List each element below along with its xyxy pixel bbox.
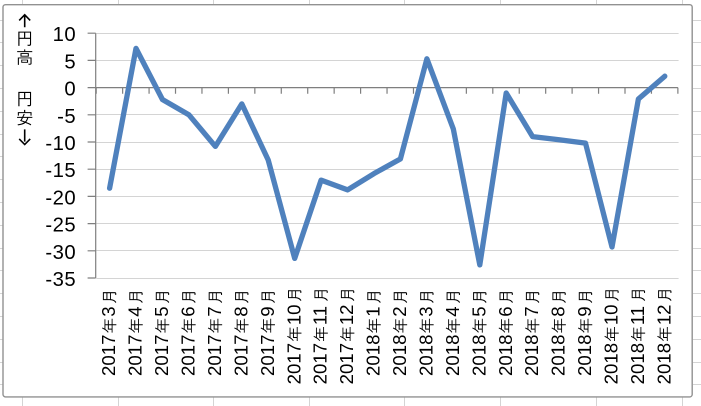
svg-text:1: 1 <box>363 306 384 316</box>
svg-text:12: 12 <box>336 304 357 325</box>
svg-text:9: 9 <box>257 306 278 316</box>
svg-text:-15: -15 <box>45 160 76 182</box>
svg-text:2018: 2018 <box>574 335 595 376</box>
svg-text:2017: 2017 <box>336 343 357 384</box>
svg-text:3: 3 <box>98 306 119 316</box>
svg-text:11: 11 <box>627 306 648 325</box>
svg-text:2018: 2018 <box>468 335 489 376</box>
svg-text:-20: -20 <box>45 187 76 209</box>
svg-text:7: 7 <box>204 306 225 316</box>
svg-text:8: 8 <box>230 306 251 316</box>
svg-text:5: 5 <box>64 51 76 73</box>
svg-text:10: 10 <box>283 304 304 325</box>
svg-text:8: 8 <box>548 306 569 316</box>
svg-text:2017: 2017 <box>230 335 251 376</box>
svg-text:11: 11 <box>310 306 331 325</box>
svg-text:9: 9 <box>574 306 595 316</box>
svg-text:4: 4 <box>125 306 146 316</box>
svg-text:2018: 2018 <box>389 335 410 376</box>
svg-text:2017: 2017 <box>151 335 172 376</box>
svg-text:2017: 2017 <box>98 335 119 376</box>
svg-text:3: 3 <box>416 306 437 316</box>
svg-text:2018: 2018 <box>495 335 516 376</box>
svg-text:4: 4 <box>442 306 463 316</box>
svg-text:-5: -5 <box>57 106 76 128</box>
svg-text:2017: 2017 <box>310 343 331 384</box>
svg-text:10: 10 <box>601 304 622 325</box>
svg-text:2017: 2017 <box>257 335 278 376</box>
svg-text:0: 0 <box>64 79 76 101</box>
svg-text:-35: -35 <box>45 269 76 291</box>
svg-text:2018: 2018 <box>548 335 569 376</box>
svg-text:-10: -10 <box>45 133 76 155</box>
svg-text:2018: 2018 <box>653 343 674 384</box>
svg-text:2018: 2018 <box>363 335 384 376</box>
svg-text:10: 10 <box>53 24 77 46</box>
svg-text:7: 7 <box>521 306 542 316</box>
svg-text:2017: 2017 <box>204 335 225 376</box>
svg-text:2018: 2018 <box>627 343 648 384</box>
svg-text:-25: -25 <box>45 215 76 237</box>
svg-text:2018: 2018 <box>521 335 542 376</box>
svg-text:12: 12 <box>653 304 674 325</box>
svg-text:2017: 2017 <box>283 343 304 384</box>
svg-text:2018: 2018 <box>601 343 622 384</box>
svg-text:2018: 2018 <box>442 335 463 376</box>
svg-text:5: 5 <box>468 306 489 316</box>
svg-text:2018: 2018 <box>416 335 437 376</box>
svg-text:2017: 2017 <box>125 335 146 376</box>
svg-text:-30: -30 <box>45 242 76 264</box>
svg-text:2017: 2017 <box>178 335 199 376</box>
svg-text:6: 6 <box>495 306 516 316</box>
svg-text:2: 2 <box>389 306 410 316</box>
svg-text:6: 6 <box>178 306 199 316</box>
svg-text:5: 5 <box>151 306 172 316</box>
